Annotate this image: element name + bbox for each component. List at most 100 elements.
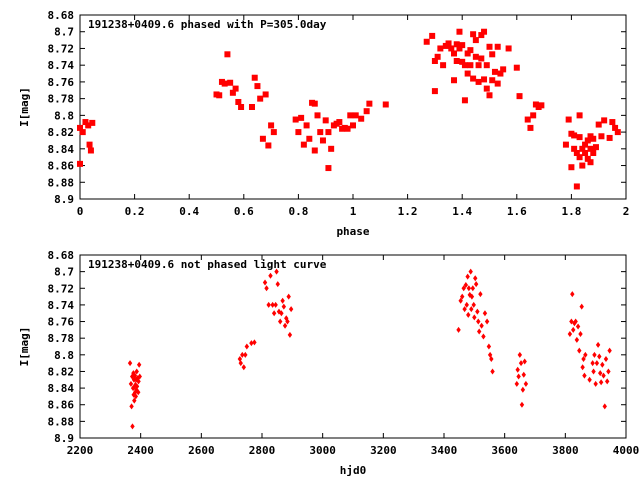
data-point (601, 372, 606, 379)
data-point (515, 366, 520, 373)
data-point (475, 78, 482, 85)
data-point (464, 70, 471, 77)
data-point (476, 328, 482, 335)
data-point (134, 383, 140, 390)
unphased-xtick-label: 3200 (370, 444, 397, 457)
data-point (595, 341, 601, 348)
data-point (317, 129, 324, 136)
phased-xtick-label: 1.8 (561, 205, 581, 218)
data-point (86, 141, 93, 148)
data-point (311, 100, 318, 107)
phased-x-axis-title: phase (336, 225, 369, 238)
data-point (282, 322, 288, 329)
data-point (594, 360, 600, 367)
data-point (268, 122, 275, 129)
data-point (466, 311, 471, 318)
data-point (516, 93, 523, 100)
data-point (128, 380, 134, 387)
unphased-ytick-label: 8.7 (54, 266, 74, 279)
unphased-xtick-label: 4000 (613, 444, 640, 457)
data-point (464, 301, 469, 308)
data-point (514, 380, 519, 387)
data-point (590, 150, 597, 156)
data-point (522, 358, 527, 365)
data-point (575, 323, 581, 330)
data-point (538, 102, 545, 109)
data-point (437, 45, 444, 52)
data-point (463, 281, 469, 288)
data-point (352, 112, 359, 119)
phased-xtick-label: 2 (623, 205, 630, 218)
unphased-xtick-label: 3000 (309, 444, 336, 457)
data-point (521, 371, 526, 378)
data-point (221, 80, 228, 87)
unphased-ytick-label: 8.68 (48, 249, 75, 262)
data-point (583, 351, 588, 358)
unphased-xtick-label: 2400 (127, 444, 154, 457)
data-point (573, 150, 580, 156)
data-point (597, 353, 602, 360)
data-point (573, 183, 580, 190)
phased-xtick-label: 0 (77, 205, 84, 218)
unphased-ytick-label: 8.82 (48, 365, 75, 378)
data-point (489, 77, 496, 84)
data-point (598, 379, 604, 386)
data-point (87, 147, 94, 154)
data-point (451, 50, 458, 57)
data-point (481, 333, 486, 340)
data-point (89, 119, 96, 126)
unphased-y-axis-title: I[mag] (18, 327, 31, 367)
data-point (77, 124, 83, 131)
unphased-ytick-label: 8.76 (48, 316, 75, 329)
unphased-ytick-label: 8.72 (48, 282, 75, 295)
phased-chart-title: 191238+0409.6 phased with P=305.0day (88, 18, 327, 31)
data-point (264, 285, 269, 292)
data-point (505, 45, 512, 52)
data-point (322, 117, 329, 124)
data-point (459, 58, 466, 65)
data-point (456, 45, 463, 52)
data-point (133, 389, 138, 396)
data-point (131, 391, 136, 398)
data-point (366, 100, 373, 107)
phased-xtick-label: 1.4 (452, 205, 472, 218)
data-point (129, 403, 134, 410)
data-point (286, 293, 291, 300)
data-point (130, 423, 135, 430)
data-point (481, 76, 488, 83)
data-point (265, 142, 272, 149)
phased-xtick-label: 0.6 (234, 205, 254, 218)
unphased-x-axis-title: hjd0 (340, 464, 367, 477)
data-point (562, 141, 569, 148)
data-point (478, 291, 483, 298)
data-point (227, 79, 234, 86)
data-point (136, 389, 141, 396)
data-point (137, 373, 142, 380)
data-point (344, 125, 351, 132)
phased-ytick-label: 8.7 (54, 26, 74, 39)
data-point (614, 129, 621, 136)
phased-ytick-label: 8.88 (48, 176, 75, 189)
data-point (453, 41, 460, 48)
data-point (494, 80, 501, 87)
data-point (513, 64, 520, 71)
data-point (601, 117, 608, 124)
data-point (266, 301, 271, 308)
data-point (497, 70, 504, 77)
data-point (475, 62, 482, 69)
phased-ytick-label: 8.78 (48, 93, 75, 106)
unphased-xtick-label: 2600 (188, 444, 215, 457)
unphased-ytick-label: 8.8 (54, 349, 74, 362)
data-point (252, 339, 257, 346)
data-point (429, 32, 436, 39)
phased-ytick-label: 8.82 (48, 126, 75, 139)
data-point (607, 347, 612, 354)
data-point (595, 121, 602, 128)
unphased-plot-frame (79, 254, 627, 439)
data-point (288, 306, 294, 313)
data-point (468, 268, 473, 275)
data-point (573, 318, 578, 325)
data-point (486, 92, 493, 99)
data-point (571, 145, 578, 152)
